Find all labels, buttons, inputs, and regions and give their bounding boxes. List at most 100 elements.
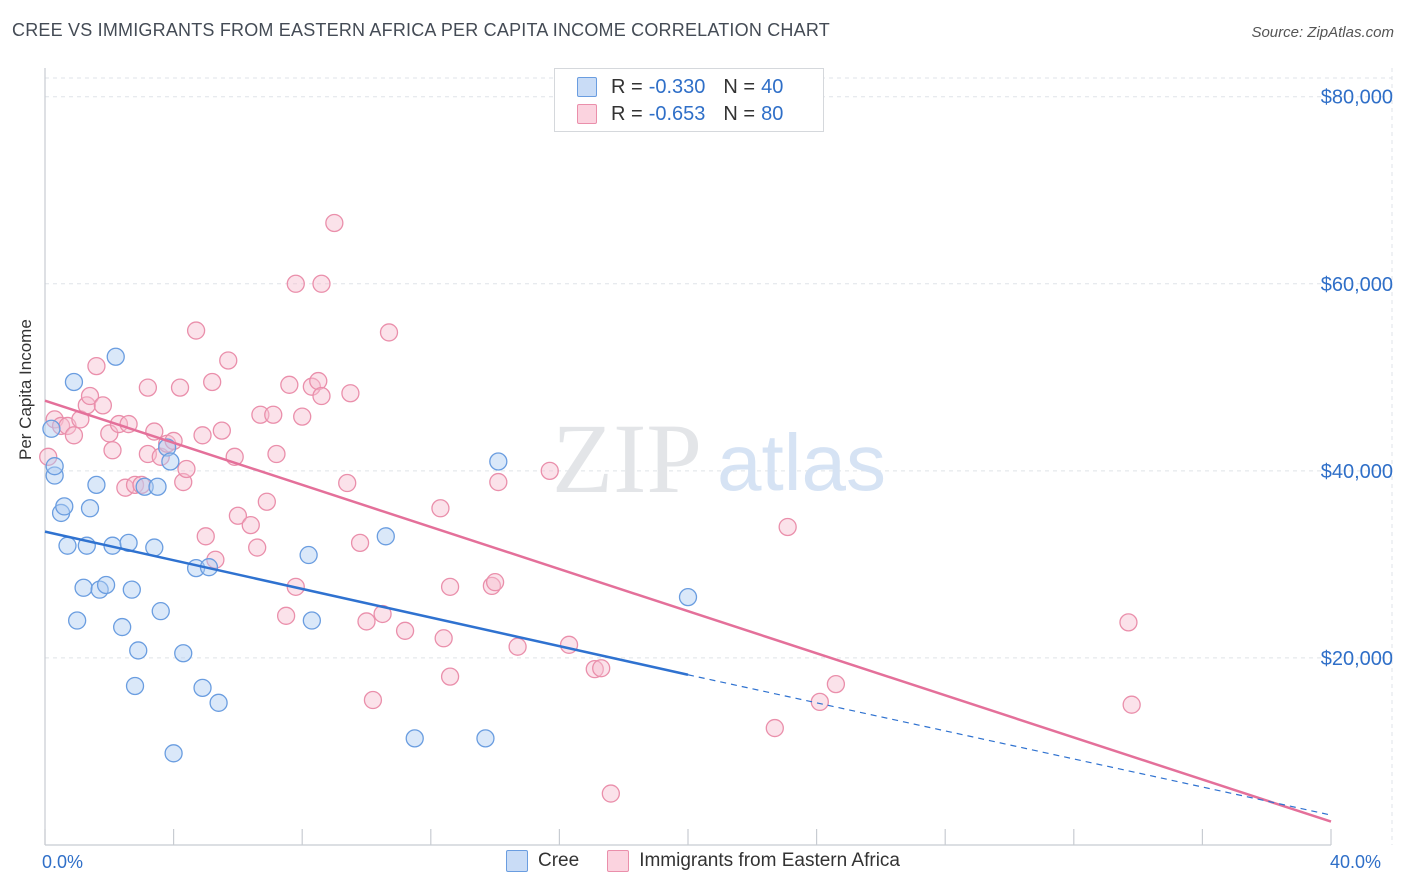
cree-point bbox=[148, 477, 167, 496]
cree-point bbox=[80, 499, 100, 518]
cree-point bbox=[489, 452, 508, 471]
cree-trend-line bbox=[44, 530, 689, 676]
immigrants-point bbox=[309, 371, 328, 391]
immigrants-point bbox=[251, 405, 270, 424]
immigrants-point bbox=[601, 784, 620, 803]
cree-point bbox=[96, 575, 116, 595]
chart-title: CREE VS IMMIGRANTS FROM EASTERN AFRICA P… bbox=[12, 20, 830, 40]
immigrants-point bbox=[103, 441, 122, 460]
immigrants-point bbox=[508, 637, 527, 656]
cree-point bbox=[302, 611, 321, 630]
immigrants-point bbox=[193, 426, 212, 445]
cree-point bbox=[678, 587, 698, 607]
watermark: ZIP atlas bbox=[552, 403, 886, 514]
immigrants-point bbox=[440, 577, 460, 596]
legend-item-cree[interactable]: Cree bbox=[506, 850, 579, 872]
watermark-zip: ZIP bbox=[552, 403, 702, 514]
axes bbox=[44, 68, 1332, 846]
immigrants-point bbox=[540, 461, 559, 481]
immigrants-point bbox=[395, 621, 415, 640]
immigrants-point bbox=[276, 606, 296, 625]
legend-row-cree: R = -0.330 N = 40 bbox=[577, 75, 783, 99]
immigrants-point bbox=[138, 378, 158, 397]
immigrants-n-value: 80 bbox=[761, 102, 784, 125]
immigrants-point bbox=[219, 351, 238, 370]
x-tick-min: 0.0% bbox=[42, 852, 84, 872]
cree-swatch bbox=[577, 77, 597, 97]
immigrants-point bbox=[80, 386, 100, 406]
immigrants-point bbox=[485, 573, 505, 592]
immigrants-legend-swatch bbox=[607, 850, 630, 872]
n-label: N = bbox=[723, 102, 756, 125]
cree-point bbox=[125, 676, 145, 696]
immigrants-point bbox=[132, 475, 151, 495]
legend-row-immigrants: R = -0.653 N = 80 bbox=[577, 102, 783, 126]
cree-n-value: 40 bbox=[761, 75, 784, 98]
cree-point bbox=[174, 644, 193, 663]
cree-point bbox=[299, 545, 318, 565]
immigrants-point bbox=[257, 492, 276, 511]
immigrants-point bbox=[64, 426, 84, 445]
cree-point bbox=[193, 678, 212, 698]
immigrants-point bbox=[363, 690, 383, 710]
immigrants-point bbox=[39, 447, 58, 466]
cree-point bbox=[58, 536, 77, 555]
immigrants-point bbox=[434, 629, 453, 648]
immigrants-point bbox=[264, 405, 283, 424]
y-axis-label: Per Capita Income bbox=[16, 319, 35, 460]
cree-legend-swatch bbox=[506, 850, 528, 872]
cree-point bbox=[42, 419, 61, 438]
immigrants-point bbox=[248, 538, 267, 557]
cree-point bbox=[376, 527, 395, 546]
watermark-atlas: atlas bbox=[717, 418, 886, 507]
cree-r-value: -0.330 bbox=[648, 75, 706, 98]
immigrants-point bbox=[350, 533, 370, 553]
immigrants-point bbox=[765, 718, 784, 738]
cree-point bbox=[129, 641, 148, 660]
immigrants-point bbox=[212, 421, 231, 440]
gridlines bbox=[45, 68, 1393, 845]
cree-point bbox=[122, 580, 141, 599]
immigrants-point bbox=[440, 667, 460, 686]
r-label: R = bbox=[611, 102, 643, 125]
cree-legend-label: Cree bbox=[538, 850, 580, 871]
y-tick-labels: $20,000 $40,000 $60,000 $80,000 bbox=[1321, 87, 1393, 670]
cree-point bbox=[476, 729, 495, 748]
y-tick-label: $20,000 bbox=[1321, 648, 1393, 670]
cree-point bbox=[106, 347, 125, 366]
immigrants-point bbox=[286, 274, 305, 293]
immigrants-point bbox=[206, 550, 225, 569]
points-cree bbox=[42, 347, 698, 763]
series-legend: Cree Immigrants from Eastern Africa bbox=[0, 850, 1406, 872]
cree-point bbox=[161, 452, 180, 471]
immigrants-point bbox=[177, 459, 196, 479]
cree-point bbox=[64, 372, 84, 392]
cree-point bbox=[45, 466, 64, 485]
immigrants-point bbox=[312, 386, 331, 406]
trend-lines bbox=[44, 399, 1332, 823]
immigrants-point bbox=[341, 384, 360, 403]
n-label: N = bbox=[723, 75, 756, 98]
legend-item-immigrants[interactable]: Immigrants from Eastern Africa bbox=[607, 850, 900, 872]
x-tick-max: 40.0% bbox=[1330, 852, 1382, 872]
immigrants-legend-label: Immigrants from Eastern Africa bbox=[639, 850, 900, 871]
y-tick-label: $60,000 bbox=[1321, 274, 1393, 296]
cree-point bbox=[45, 457, 64, 476]
immigrants-point bbox=[592, 659, 611, 678]
cree-point bbox=[209, 693, 228, 712]
cree-point bbox=[74, 578, 93, 597]
immigrants-r-value: -0.653 bbox=[648, 102, 706, 125]
cree-point bbox=[68, 611, 87, 630]
immigrants-point bbox=[585, 660, 604, 679]
source-label: Source: ZipAtlas.com bbox=[1251, 24, 1394, 41]
y-tick-label: $40,000 bbox=[1321, 461, 1393, 483]
immigrants-point bbox=[778, 517, 797, 537]
immigrants-point bbox=[228, 506, 248, 525]
immigrants-point bbox=[826, 674, 846, 694]
immigrants-point bbox=[241, 515, 260, 535]
immigrants-trend-line bbox=[44, 399, 1332, 823]
immigrants-swatch bbox=[577, 104, 597, 124]
immigrants-point bbox=[325, 213, 344, 233]
y-tick-label: $80,000 bbox=[1321, 87, 1393, 109]
